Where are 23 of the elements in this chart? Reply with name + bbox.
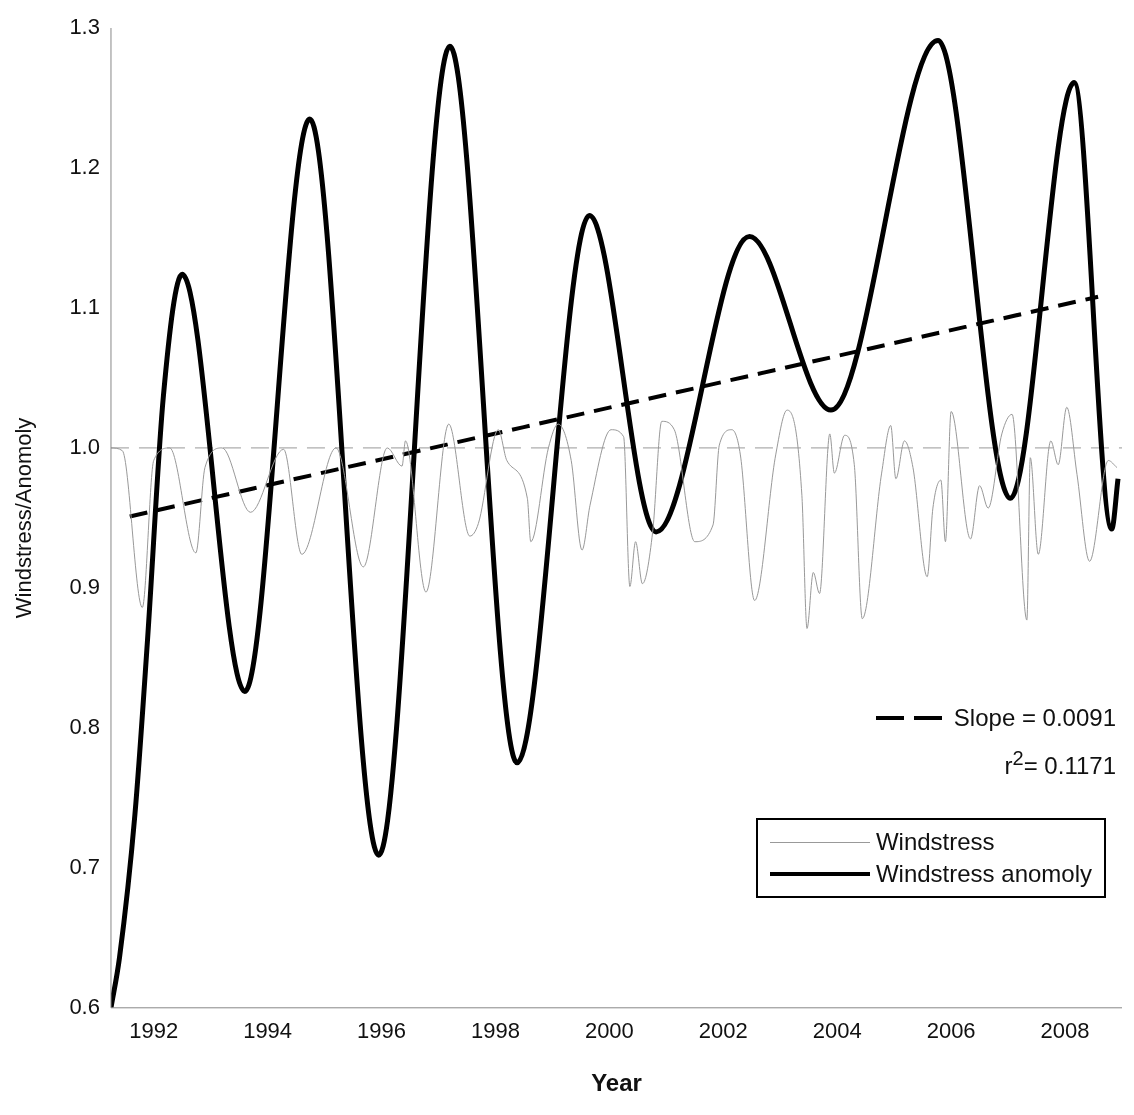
x-tick-label: 2002 xyxy=(698,1018,748,1044)
x-tick-label: 1994 xyxy=(243,1018,293,1044)
y-axis-title: Windstress/Anomoly xyxy=(11,417,37,619)
y-tick-label: 0.9 xyxy=(69,573,100,599)
x-tick-label: 1998 xyxy=(470,1018,520,1044)
x-tick-label: 1992 xyxy=(129,1018,179,1044)
x-tick-label: 2006 xyxy=(926,1018,976,1044)
x-axis-title: Year xyxy=(591,1069,642,1097)
x-tick-label: 2000 xyxy=(584,1018,634,1044)
x-tick-label: 2004 xyxy=(812,1018,862,1044)
y-tick-label: 0.8 xyxy=(69,713,100,739)
y-tick-label: 1.0 xyxy=(69,433,100,459)
legend-label: Windstress xyxy=(875,828,995,856)
y-tick-label: 0.6 xyxy=(69,993,100,1019)
legend-label: Windstress anomoly xyxy=(875,860,1092,888)
y-tick-label: 1.2 xyxy=(69,154,100,180)
y-tick-label: 0.7 xyxy=(69,853,100,879)
y-tick-label: 1.3 xyxy=(69,14,100,40)
annotation: r$^{2}$= 0.1171 xyxy=(1004,746,1116,781)
x-tick-label: 2008 xyxy=(1040,1018,1090,1044)
annotation: Slope = 0.0091 xyxy=(953,703,1116,733)
x-tick-label: 1996 xyxy=(357,1018,407,1044)
y-tick-label: 1.1 xyxy=(69,294,100,320)
